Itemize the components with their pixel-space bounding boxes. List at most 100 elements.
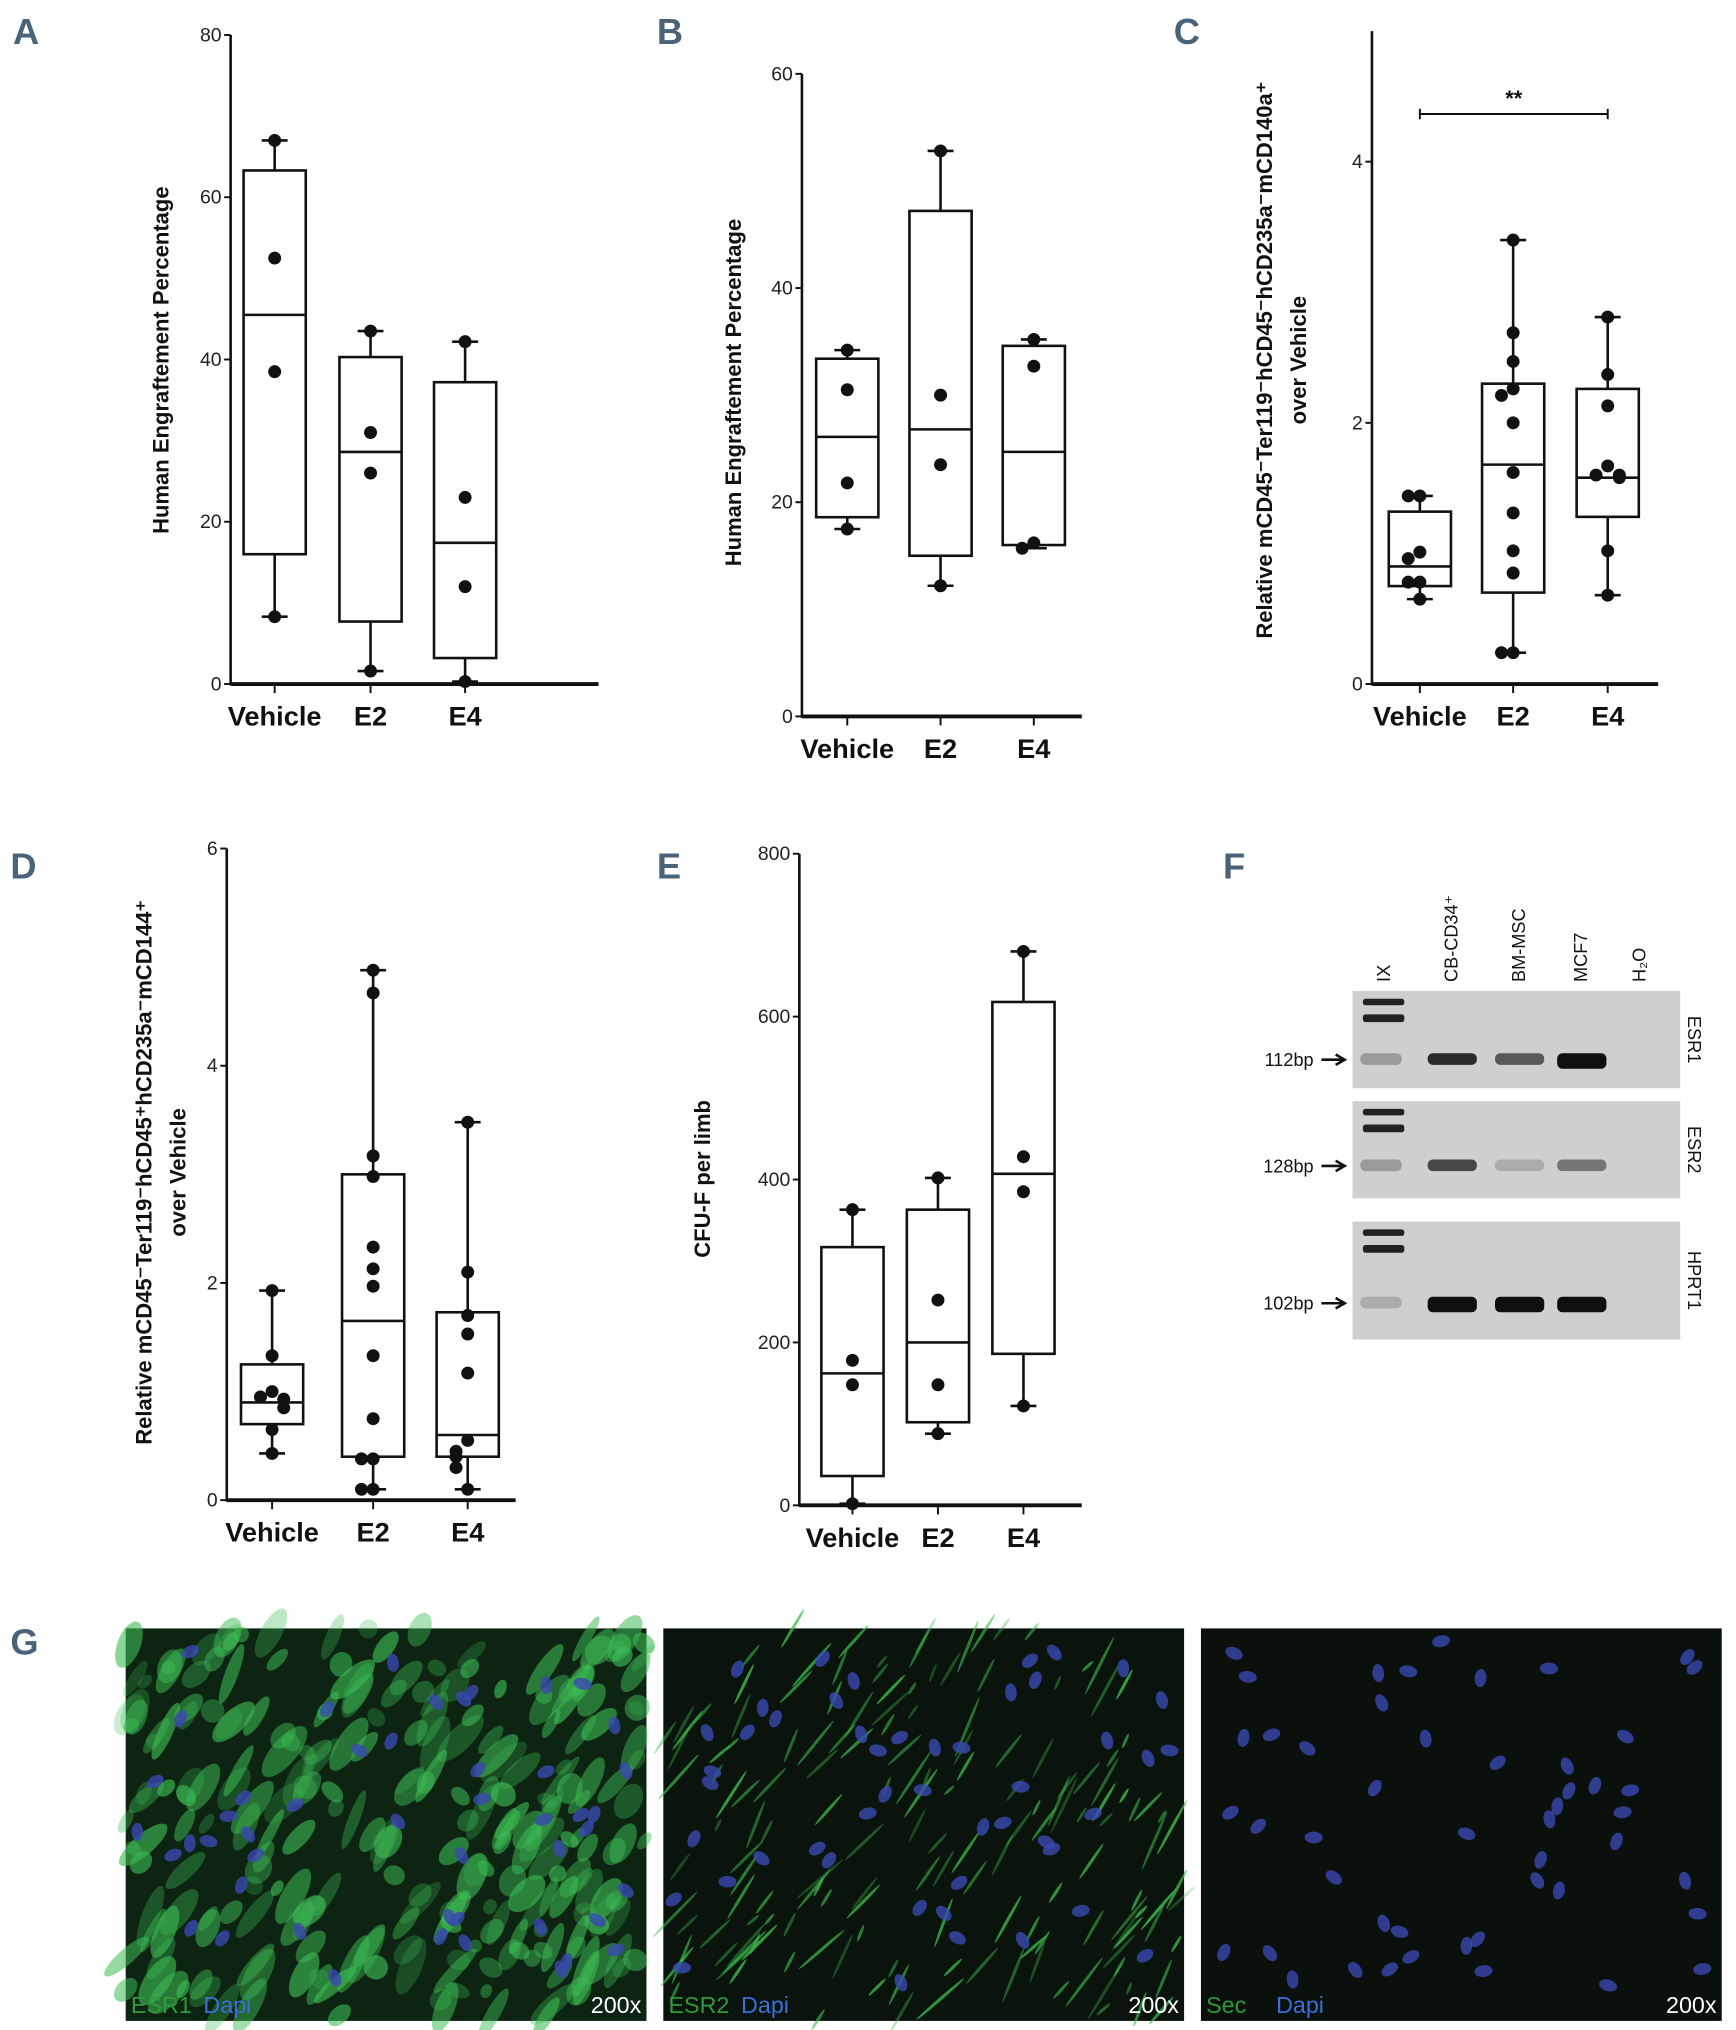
green-signal [264, 1783, 303, 1824]
nucleus [950, 1875, 968, 1890]
green-signal [796, 1859, 844, 1899]
data-point [931, 1293, 945, 1307]
green-signal [496, 1810, 521, 1851]
gel-band [1427, 1159, 1477, 1172]
green-signal [457, 1641, 486, 1669]
green-signal [451, 1786, 470, 1806]
green-signal [198, 1813, 215, 1834]
data-point [1506, 646, 1520, 660]
green-signal [113, 1977, 138, 2002]
data-point [1401, 575, 1415, 589]
green-signal [876, 1674, 906, 1705]
nucleus [829, 1692, 844, 1709]
nucleus [540, 1676, 553, 1695]
green-signal [838, 1625, 869, 1659]
nucleus [390, 1813, 406, 1830]
green-signal [463, 1853, 490, 1887]
x-tick-label: E2 [924, 733, 957, 764]
green-signal [138, 1956, 177, 2006]
data-point [1506, 416, 1520, 430]
green-signal [533, 1941, 553, 1960]
green-signal [755, 1890, 774, 1914]
data-point [1506, 566, 1520, 580]
green-signal [157, 1649, 183, 1684]
panel-label-f: F [1223, 845, 1245, 886]
green-signal [1076, 1807, 1087, 1823]
green-signal [994, 1895, 1022, 1943]
nucleus [560, 1953, 573, 1971]
chart-c: 0 2 4 Vehicle E2 E4 Relative mCD45⁻Ter119⁻hCD4… [1252, 31, 1659, 731]
nucleus [1610, 1832, 1623, 1851]
nucleus [912, 1899, 927, 1916]
data-point [461, 1327, 475, 1341]
green-signal [200, 1699, 225, 1723]
nucleus [1372, 1664, 1385, 1683]
green-signal [1048, 1882, 1063, 1903]
nucleus [935, 1905, 952, 1921]
nucleus [815, 1651, 830, 1667]
green-signal [725, 1738, 739, 1751]
nucleus [1015, 1931, 1030, 1949]
y-tick-label: 60 [200, 187, 222, 209]
counterstain-label: Dapi [203, 1992, 251, 2018]
x-tick-label: E4 [451, 1517, 484, 1548]
gel-band [1427, 1053, 1477, 1065]
nucleus [1250, 1818, 1266, 1834]
green-signal [1032, 1738, 1054, 1778]
green-signal [394, 1766, 424, 1795]
green-signal [1155, 1959, 1172, 1999]
nucleus [534, 1813, 553, 1826]
green-signal [909, 1629, 930, 1668]
y-tick-label: 2 [207, 1272, 218, 1294]
data-point [265, 1446, 279, 1460]
data-point [1016, 944, 1030, 958]
nucleus [1474, 1965, 1493, 1977]
nucleus [146, 1774, 164, 1789]
green-signal [620, 1653, 651, 1693]
nucleus [1262, 1945, 1278, 1962]
green-signal [832, 1650, 848, 1685]
green-signal [461, 1704, 484, 1727]
nucleus [286, 1798, 304, 1812]
green-signal [796, 1868, 831, 1911]
data-point [840, 476, 854, 490]
x-tick-label: E2 [921, 1522, 954, 1553]
green-signal [244, 1876, 263, 1895]
green-signal [605, 1890, 623, 1910]
green-signal [632, 1632, 655, 1654]
data-point [1401, 552, 1415, 566]
box [908, 209, 973, 558]
green-signal [372, 1631, 399, 1663]
data-point [268, 251, 282, 265]
data-point [1601, 588, 1615, 602]
green-signal [243, 1696, 270, 1736]
x-tick-label: E4 [448, 700, 481, 731]
green-signal [604, 1899, 631, 1936]
green-signal [667, 1726, 690, 1770]
green-signal [658, 1754, 699, 1800]
green-signal [669, 1981, 680, 2003]
nucleus [1155, 1691, 1169, 1709]
green-signal [306, 1964, 333, 2005]
green-signal [165, 1851, 206, 1890]
data-point [845, 1203, 859, 1217]
green-signal [784, 1951, 796, 1973]
green-signal [457, 1809, 479, 1832]
nucleus [454, 1846, 469, 1864]
gel-band [1360, 1159, 1402, 1172]
green-signal [146, 1937, 176, 1980]
gel-band [1557, 1159, 1607, 1172]
data-point [934, 579, 948, 593]
nucleus [1238, 1670, 1257, 1683]
green-signal [727, 1874, 755, 1919]
green-signal [288, 1952, 320, 1998]
green-signal [282, 1756, 314, 1808]
nucleus [1348, 1961, 1363, 1978]
green-signal [539, 1876, 558, 1917]
green-signal [876, 1655, 887, 1668]
data-point [1506, 465, 1520, 479]
green-signal [956, 1751, 975, 1781]
green-signal [673, 1705, 695, 1743]
green-signal [750, 1932, 761, 1955]
green-signal [436, 1715, 484, 1762]
